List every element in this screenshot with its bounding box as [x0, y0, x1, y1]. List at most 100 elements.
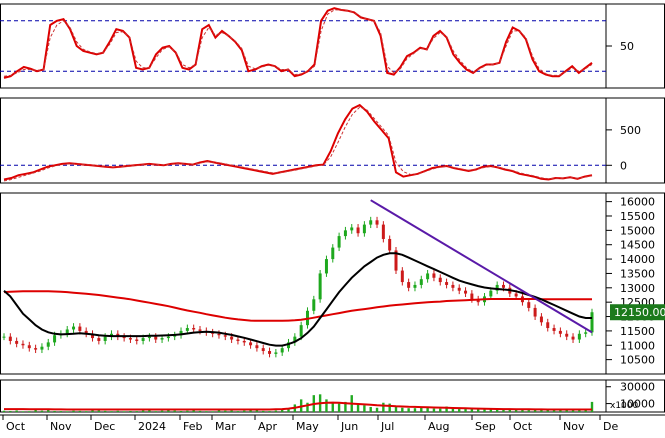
price-candle-body — [470, 293, 474, 300]
volume-bar — [15, 410, 18, 412]
price-candle-body — [230, 336, 234, 340]
price-candle-body — [223, 335, 227, 337]
volume-bar — [495, 408, 499, 412]
price-candle-body — [141, 338, 145, 341]
price-candle-body — [198, 329, 202, 331]
volume-bar — [584, 409, 587, 412]
price-candle-body — [343, 230, 347, 237]
volume-bar — [66, 411, 69, 412]
price-y-tick-label: 14500 — [620, 239, 655, 252]
volume-bar — [331, 401, 334, 412]
oscillator-1-y-tick-label: 50 — [620, 40, 634, 53]
price-candle-body — [381, 224, 385, 239]
price-candle-body — [2, 336, 6, 338]
volume-bar — [160, 410, 164, 412]
reference-lines — [0, 20, 606, 166]
volume-bar — [21, 411, 25, 412]
volume-bar — [325, 399, 328, 412]
volume-bar — [407, 408, 410, 412]
volume-bar — [186, 410, 189, 412]
price-candle-body — [217, 333, 221, 336]
price-candle-body — [312, 299, 316, 311]
volume-bar — [546, 409, 549, 412]
price-candle-body — [590, 312, 594, 333]
x-tick-label: Nov — [563, 420, 585, 433]
volume-bar — [154, 411, 157, 412]
price-candle-body — [40, 346, 44, 350]
volume-bar — [470, 409, 474, 412]
x-tick-label: Feb — [183, 420, 202, 433]
volume-y-tick-label: 30000 — [620, 381, 655, 394]
price-candle-body — [318, 273, 322, 300]
volume-bar — [483, 409, 486, 412]
price-y-tick-label: 16000 — [620, 196, 655, 209]
volume-bar — [236, 411, 240, 412]
volume-bar — [9, 410, 12, 412]
volume-bar — [280, 409, 284, 412]
chart-labels: Oct Nov Dec 2024 Feb Mar Apr May Jun Jul Aug Sep Oct… — [6, 40, 665, 433]
price-candle-body — [242, 340, 246, 343]
volume-bar — [578, 409, 581, 412]
price-candle-body — [464, 290, 468, 294]
price-trendline — [370, 199, 593, 334]
volume-bar — [375, 407, 379, 412]
volume-bar — [382, 402, 385, 412]
volume-bar — [363, 405, 366, 412]
volume-bar — [306, 402, 309, 412]
price-candle-body — [249, 342, 253, 346]
volume-bar — [59, 411, 63, 412]
volume-bar — [268, 411, 271, 412]
volume-bar — [129, 410, 132, 412]
price-candle-body — [558, 330, 562, 334]
price-candle-body — [445, 282, 449, 285]
volume-bar — [394, 406, 398, 412]
volume-bar — [514, 409, 518, 412]
volume-bar — [198, 410, 202, 412]
price-candle-body — [274, 352, 278, 354]
oscillator-1-signal-line — [3, 9, 593, 77]
x-tick-label: Apr — [258, 420, 278, 433]
volume-bar — [458, 409, 461, 412]
volume-bar — [173, 410, 176, 412]
x-tick-label: Jun — [340, 420, 358, 433]
price-candle-body — [438, 277, 442, 283]
chart-series — [2, 7, 594, 412]
price-candle-body — [192, 328, 196, 330]
oscillator-2-frame — [0, 97, 665, 184]
price-candle-body — [584, 332, 588, 334]
volume-bar — [243, 410, 246, 412]
volume-bar — [148, 410, 151, 412]
x-tick-label: Aug — [428, 420, 449, 433]
price-candle-body — [394, 250, 398, 271]
price-candle-body — [451, 284, 455, 288]
price-candle-body — [388, 238, 392, 251]
price-y-tick-label: 11000 — [620, 339, 655, 352]
price-y-tick-label: 15500 — [620, 210, 655, 223]
price-candle-body — [15, 340, 19, 344]
price-candle-body — [255, 345, 259, 349]
volume-bar — [135, 411, 138, 412]
volume-bar — [401, 407, 404, 412]
volume-bar — [192, 409, 195, 412]
volume-bar — [141, 410, 145, 412]
last-price-box — [610, 304, 665, 321]
price-candle-body — [426, 273, 430, 280]
volume-bar — [179, 410, 183, 412]
panel-frames — [0, 3, 665, 416]
x-tick-label: 2024 — [138, 420, 166, 433]
price-candle-body — [419, 279, 423, 285]
price-candle-body — [46, 342, 50, 347]
volume-bar — [122, 411, 126, 412]
price-candle-body — [476, 299, 480, 303]
price-candle-body — [533, 307, 537, 317]
price-candle-body — [27, 345, 31, 349]
price-candle-body — [407, 282, 411, 288]
volume-bar — [116, 410, 120, 412]
price-ma-mid-line — [3, 252, 592, 347]
price-candle-body — [350, 227, 354, 231]
price-candle-body — [293, 336, 297, 343]
price-candle-body — [356, 227, 360, 234]
price-candle-body — [432, 273, 436, 278]
volume-bar — [34, 409, 37, 412]
